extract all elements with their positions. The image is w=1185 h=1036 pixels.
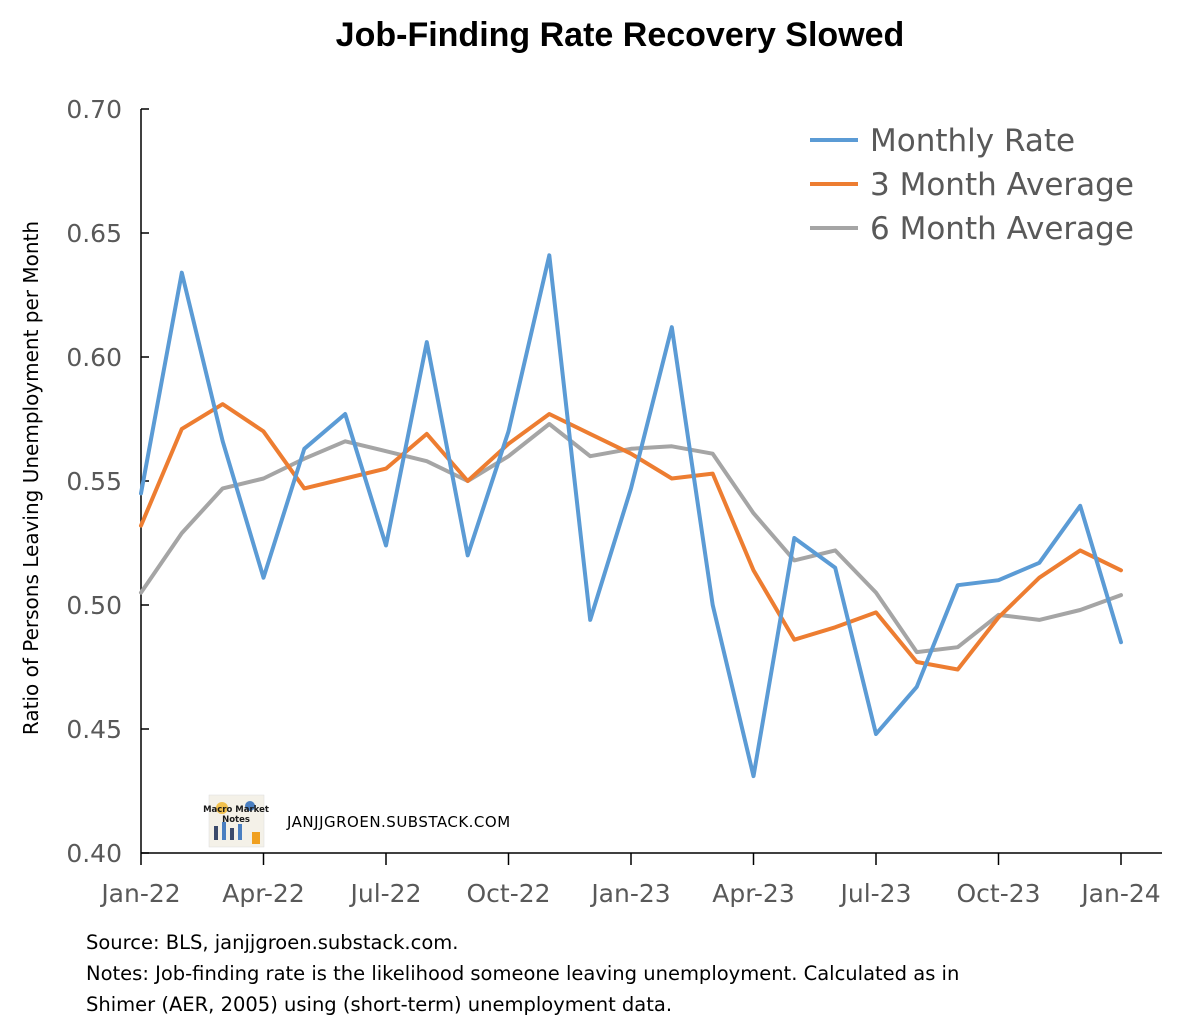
series-layer: [139, 253, 1123, 779]
y-tick-label: 0.50: [66, 591, 122, 620]
legend-label-monthly-rate: Monthly Rate: [870, 123, 1075, 159]
watermark: Macro Market Notes JANJJGROEN.SUBSTACK.CO…: [203, 794, 511, 848]
x-tick-label: Apr-23: [712, 879, 794, 908]
macro-market-notes-logo: Macro Market Notes: [203, 794, 269, 848]
x-tick-label: Jan-23: [589, 879, 670, 908]
series-line-3-month-average: [139, 402, 1123, 672]
legend-label-6-month-average: 6 Month Average: [870, 211, 1134, 247]
x-tick-label: Jan-24: [1079, 879, 1160, 908]
logo-text: Macro Market Notes: [203, 805, 269, 825]
y-tick-label: 0.45: [66, 715, 122, 744]
y-tick-label: 0.70: [66, 95, 122, 124]
series-line-6-month-average: [139, 422, 1123, 655]
source-note: Source: BLS, janjjgroen.substack.com.: [86, 931, 459, 954]
x-tick-label: Apr-22: [222, 879, 304, 908]
notes-line-1: Notes: Job-finding rate is the likelihoo…: [86, 962, 960, 985]
x-tick-label: Oct-23: [956, 879, 1040, 908]
legend-label-3-month-average: 3 Month Average: [870, 167, 1134, 203]
chart-title: Job-Finding Rate Recovery Slowed: [336, 16, 905, 54]
legend: Monthly Rate 3 Month Average 6 Month Avera…: [810, 123, 1134, 247]
y-tick-label: 0.40: [66, 839, 122, 868]
x-tick-label: Oct-22: [466, 879, 550, 908]
notes-line-2: Shimer (AER, 2005) using (short-term) un…: [86, 993, 673, 1016]
x-tick-label: Jul-22: [349, 879, 422, 908]
axes: 0.70 0.65 0.60 0.55 0.50 0.45 0.40 Jan-22 Apr-22…: [66, 95, 1162, 908]
y-axis-label: Ratio of Persons Leaving Unemployment pe…: [19, 221, 43, 735]
y-tick-label: 0.60: [66, 343, 122, 372]
y-tick-label: 0.65: [66, 219, 122, 248]
job-finding-rate-chart: Job-Finding Rate Recovery Slowed Ratio o…: [19, 16, 1162, 908]
x-tick-label: Jan-22: [99, 879, 180, 908]
watermark-site-text: JANJJGROEN.SUBSTACK.COM: [286, 813, 511, 831]
x-tick-label: Jul-23: [839, 879, 912, 908]
series-line-monthly-rate: [139, 253, 1123, 779]
y-tick-label: 0.55: [66, 467, 122, 496]
